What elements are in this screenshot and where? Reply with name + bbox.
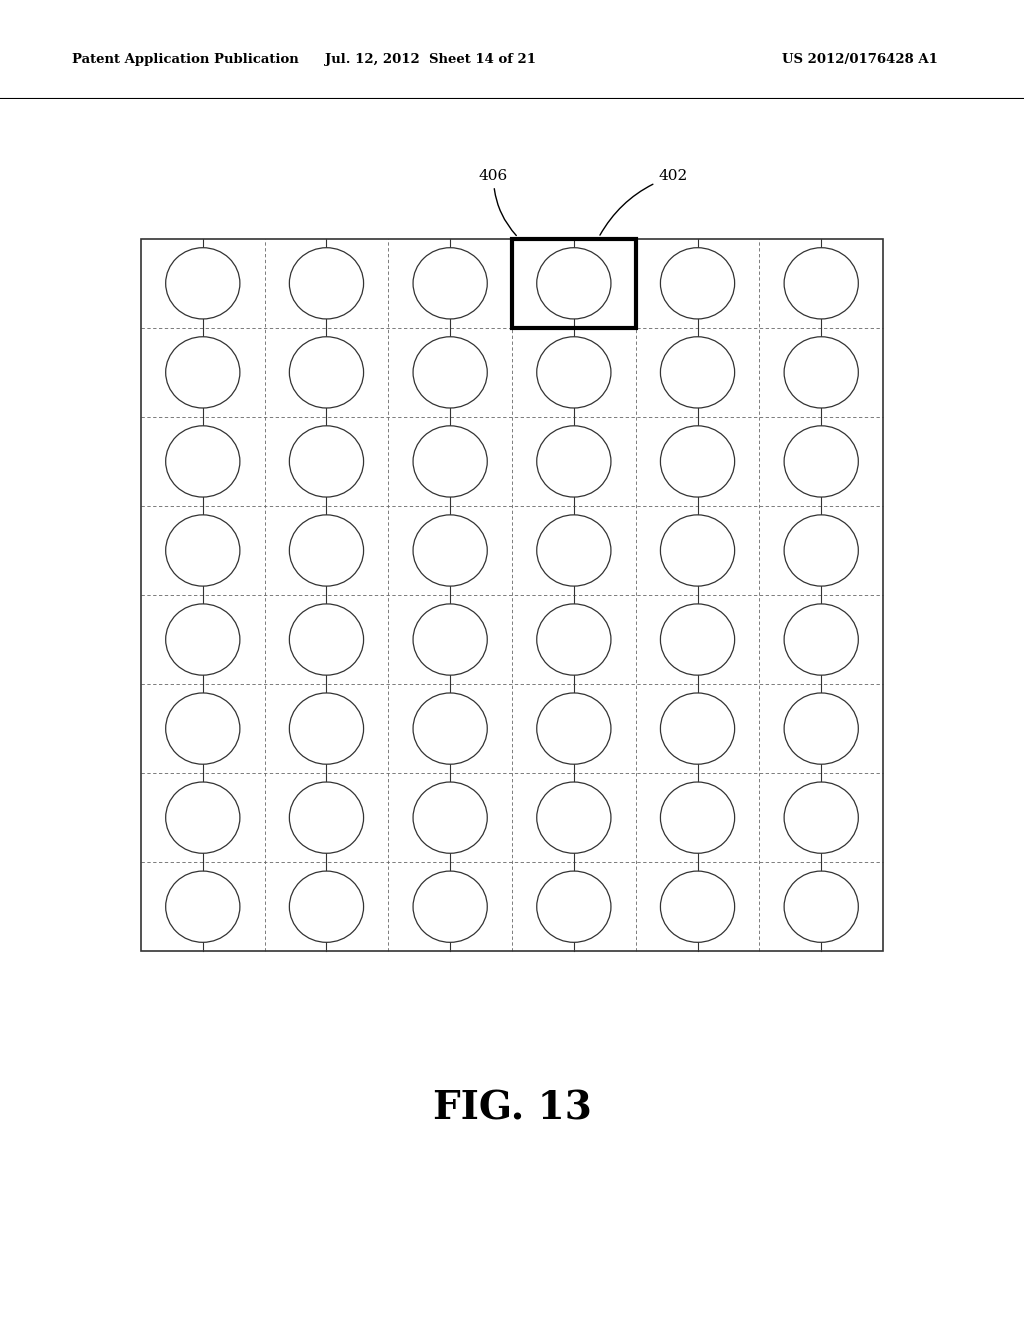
- Ellipse shape: [537, 871, 611, 942]
- Ellipse shape: [290, 605, 364, 675]
- Ellipse shape: [413, 693, 487, 764]
- Ellipse shape: [784, 871, 858, 942]
- Text: FIG. 13: FIG. 13: [432, 1090, 592, 1127]
- Ellipse shape: [290, 426, 364, 498]
- Ellipse shape: [166, 871, 240, 942]
- Ellipse shape: [660, 248, 734, 319]
- Ellipse shape: [537, 337, 611, 408]
- Text: Jul. 12, 2012  Sheet 14 of 21: Jul. 12, 2012 Sheet 14 of 21: [325, 53, 536, 66]
- Ellipse shape: [660, 337, 734, 408]
- Ellipse shape: [784, 337, 858, 408]
- Ellipse shape: [166, 248, 240, 319]
- Bar: [512, 239, 636, 327]
- Ellipse shape: [537, 781, 611, 853]
- Ellipse shape: [660, 693, 734, 764]
- Text: 406: 406: [479, 169, 516, 235]
- Ellipse shape: [660, 605, 734, 675]
- Ellipse shape: [784, 248, 858, 319]
- Ellipse shape: [166, 337, 240, 408]
- Ellipse shape: [166, 515, 240, 586]
- Ellipse shape: [660, 871, 734, 942]
- Ellipse shape: [413, 337, 487, 408]
- Ellipse shape: [784, 426, 858, 498]
- Ellipse shape: [660, 515, 734, 586]
- Text: 402: 402: [600, 169, 687, 235]
- Ellipse shape: [166, 693, 240, 764]
- Ellipse shape: [290, 781, 364, 853]
- Text: US 2012/0176428 A1: US 2012/0176428 A1: [782, 53, 938, 66]
- Ellipse shape: [166, 426, 240, 498]
- Ellipse shape: [784, 605, 858, 675]
- Ellipse shape: [166, 781, 240, 853]
- Ellipse shape: [413, 871, 487, 942]
- Bar: [141, 239, 883, 952]
- Ellipse shape: [660, 426, 734, 498]
- Ellipse shape: [537, 515, 611, 586]
- Ellipse shape: [413, 426, 487, 498]
- Ellipse shape: [413, 515, 487, 586]
- Text: Patent Application Publication: Patent Application Publication: [72, 53, 298, 66]
- Ellipse shape: [166, 605, 240, 675]
- Ellipse shape: [537, 426, 611, 498]
- Ellipse shape: [413, 781, 487, 853]
- Ellipse shape: [290, 337, 364, 408]
- Ellipse shape: [784, 781, 858, 853]
- Ellipse shape: [784, 515, 858, 586]
- Ellipse shape: [537, 605, 611, 675]
- Ellipse shape: [290, 693, 364, 764]
- Ellipse shape: [784, 693, 858, 764]
- Ellipse shape: [413, 248, 487, 319]
- Ellipse shape: [290, 515, 364, 586]
- Ellipse shape: [290, 248, 364, 319]
- Ellipse shape: [290, 871, 364, 942]
- Ellipse shape: [413, 605, 487, 675]
- Ellipse shape: [660, 781, 734, 853]
- Ellipse shape: [537, 693, 611, 764]
- Ellipse shape: [537, 248, 611, 319]
